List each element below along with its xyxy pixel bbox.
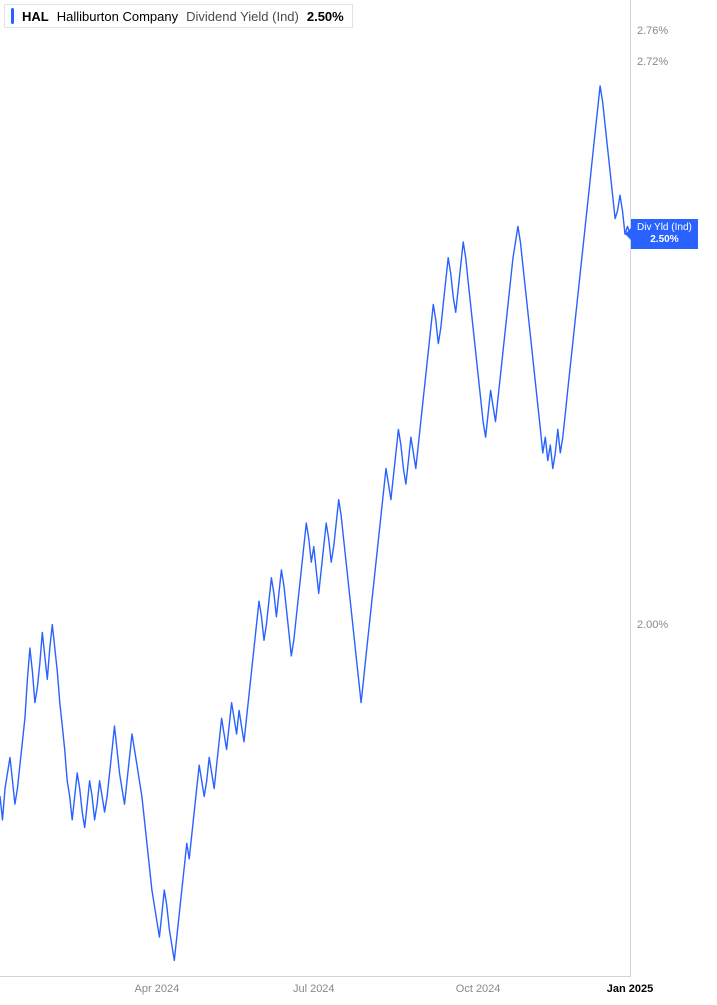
plot-area[interactable]: [0, 0, 631, 977]
x-tick-label: Apr 2024: [135, 983, 180, 995]
chart-legend: HAL Halliburton Company Dividend Yield (…: [4, 4, 353, 28]
y-tick-label: 2.00%: [637, 619, 668, 631]
y-tick-label: 2.76%: [637, 25, 668, 37]
flag-label: Div Yld (Ind): [637, 222, 692, 234]
legend-ticker: HAL: [22, 9, 49, 24]
x-tick-label: Oct 2024: [456, 983, 501, 995]
legend-company: Halliburton Company: [57, 9, 178, 24]
x-tick-label: Jul 2024: [293, 983, 335, 995]
x-axis: Apr 2024Jul 2024Oct 2024Jan 2025: [0, 977, 630, 1005]
legend-value: 2.50%: [307, 9, 344, 24]
y-tick-label: 2.72%: [637, 56, 668, 68]
chart-container: 2.76% 2.72% 2.00% Apr 2024 Jul 2024 Oct 2024…: [0, 0, 717, 1005]
legend-color-tick: [11, 8, 14, 24]
value-flag: Div Yld (Ind) 2.50%: [631, 219, 698, 249]
flag-value: 2.50%: [637, 234, 692, 246]
legend-metric: Dividend Yield (Ind): [186, 9, 299, 24]
x-tick-label: Jan 2025: [607, 983, 653, 995]
line-series: [0, 0, 630, 976]
y-axis: 2.76% 2.72% 2.00%: [631, 0, 717, 976]
